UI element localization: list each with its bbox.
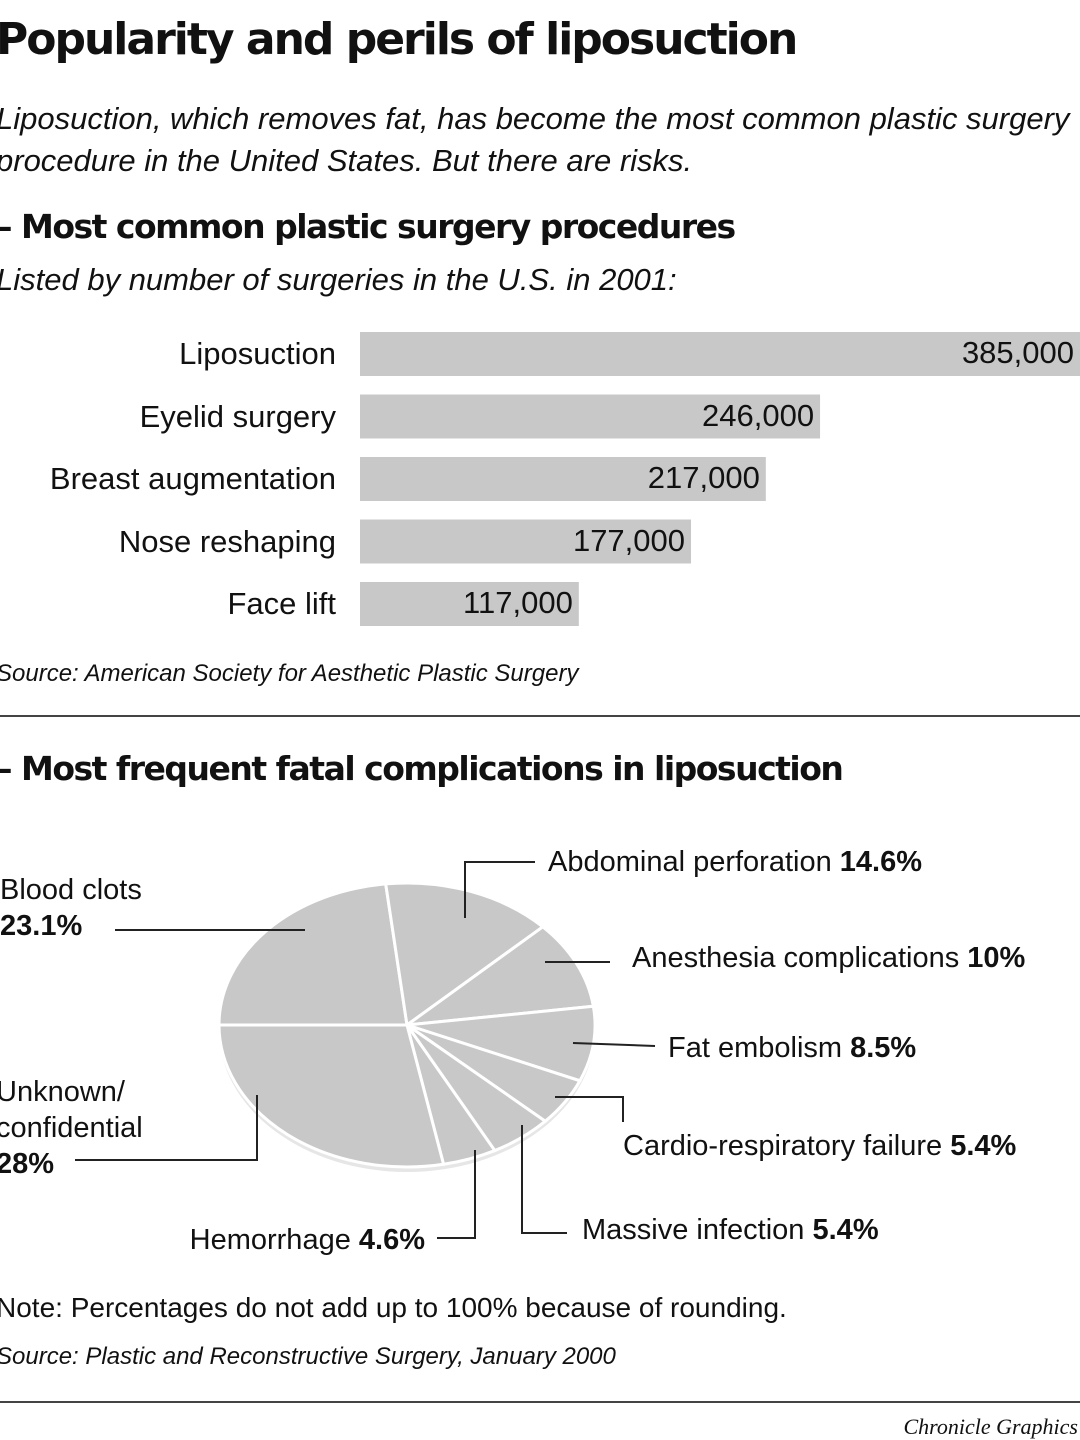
slice-value: 5.4% — [812, 1214, 879, 1246]
pie-slice — [217, 1023, 446, 1169]
subtitle: Liposuction, which removes fat, has beco… — [0, 101, 1070, 178]
bar — [360, 457, 766, 501]
slice-category: Massive infection — [582, 1214, 805, 1246]
pie-slice — [217, 882, 409, 1027]
slice-category: Hemorrhage — [189, 1224, 351, 1256]
source: Source: American Society for Aesthetic P… — [0, 660, 579, 687]
slice-value: 5.4% — [950, 1130, 1017, 1162]
source: Source: Plastic and Reconstructive Surge… — [0, 1343, 616, 1370]
pie-title: Most frequent fatal complications in lip… — [21, 749, 844, 788]
slice-value: 28% — [0, 1148, 55, 1180]
title: Popularity and perils of liposuction — [0, 14, 798, 65]
slice-label: Hemorrhage 4.6% — [190, 1222, 425, 1258]
slice-label: Blood clots 23.1% — [0, 872, 142, 944]
category-label: Eyelid surgery — [139, 398, 336, 434]
slice-value: 14.6% — [839, 846, 923, 878]
slice-category: Fat embolism — [668, 1032, 843, 1064]
slice-label: Cardio-respiratory failure 5.4% — [623, 1128, 1016, 1164]
slice-label: Fat embolism 8.5% — [668, 1030, 916, 1066]
slice-category: Anesthesia complications — [632, 942, 960, 974]
leader-lines — [75, 861, 656, 1239]
slice-value: 10% — [967, 942, 1026, 974]
category-label: Breast augmentation — [49, 461, 336, 496]
pie — [217, 881, 597, 1172]
slice-category: Abdominal perforation — [548, 846, 832, 878]
slice-category: Cardio-respiratory failure — [623, 1130, 943, 1162]
bar — [360, 332, 1080, 376]
bar — [360, 519, 692, 564]
slice-value: 23.1% — [0, 910, 83, 942]
slice-value: 8.5% — [850, 1032, 917, 1064]
slice-label: Anesthesia complications 10% — [632, 940, 1025, 976]
slice-category: Blood clots — [0, 874, 142, 906]
section-title: – Most frequent fatal complications in l… — [0, 749, 844, 788]
slice-category: Unknown/ confidential — [0, 1076, 143, 1144]
note: Note: Percentages do not add up to 100% … — [0, 1292, 787, 1323]
value-label: 117,000 — [463, 585, 573, 620]
category-label: Face lift — [227, 586, 336, 621]
value-label: 385,000 — [961, 335, 1074, 370]
bar — [360, 582, 579, 626]
slice-value: 4.6% — [358, 1224, 425, 1256]
bar-subtitle: Listed by number of surgeries in the U.S… — [0, 262, 677, 297]
value-label: 246,000 — [702, 397, 815, 433]
slice-label: Massive infection 5.4% — [582, 1212, 879, 1248]
pie-slice — [401, 924, 596, 1028]
pie-slice — [383, 881, 546, 1028]
category-label: Liposuction — [179, 336, 336, 371]
bar — [360, 394, 821, 439]
slice-label: Abdominal perforation 14.6% — [548, 844, 922, 880]
value-label: 217,000 — [647, 460, 760, 495]
slice-label: Unknown/ confidential 28% — [0, 1074, 143, 1182]
value-label: 177,000 — [572, 522, 686, 558]
category-label: Nose reshaping — [118, 523, 336, 559]
section-title: – Most common plastic surgery procedures — [0, 207, 736, 246]
credit: Chronicle Graphics — [903, 1414, 1078, 1439]
bar-title: Most common plastic surgery procedures — [21, 207, 736, 246]
